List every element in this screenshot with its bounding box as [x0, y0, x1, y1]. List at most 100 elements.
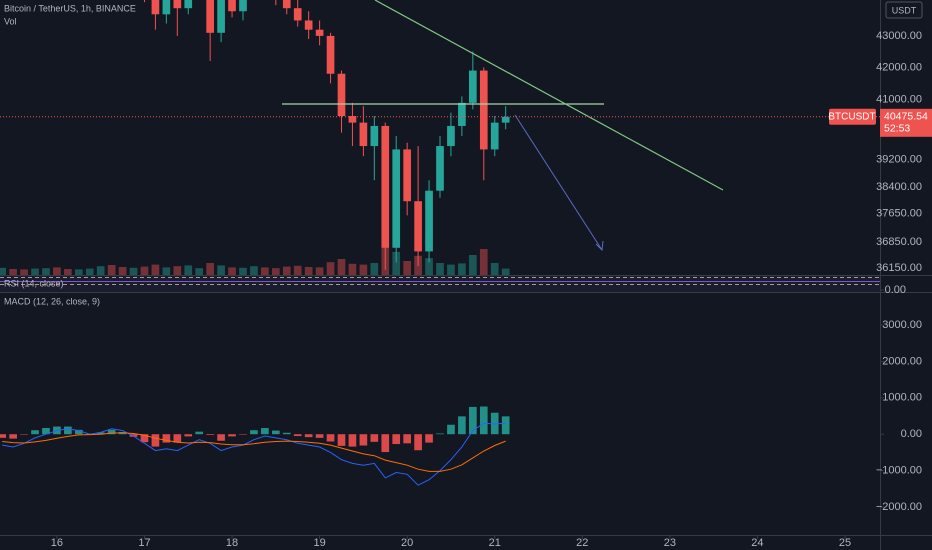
candle-body — [228, 0, 236, 12]
volume-bar — [403, 261, 411, 275]
volume-bar — [206, 263, 214, 275]
y-tick-label: 43000.00 — [876, 30, 922, 42]
volume-bar — [436, 263, 444, 275]
volume-bar — [348, 263, 357, 275]
y-tick-label: 38400.00 — [876, 181, 922, 193]
volume-bar — [315, 267, 324, 275]
macd-histogram-bar — [348, 434, 357, 447]
candle-body — [217, 0, 225, 33]
candle-body — [239, 0, 247, 12]
macd-y-tick-label: −2000.00 — [876, 501, 922, 513]
macd-histogram-bar — [151, 434, 160, 447]
volume-bar — [337, 259, 346, 275]
trend-line — [374, 0, 724, 191]
macd-histogram-bar — [9, 434, 17, 439]
candle-body — [315, 29, 324, 36]
axes: 16 17 18 19 20 21 22 23 24 25 36150.00 36850.00 3765… — [0, 30, 932, 549]
symbol-box — [829, 108, 876, 125]
macd-histogram-bar — [184, 434, 193, 437]
macd-histogram-bar — [304, 434, 313, 438]
currency: USDT — [892, 5, 917, 15]
volume-bar — [118, 267, 127, 275]
volume-bar — [359, 264, 368, 275]
volume-bar — [501, 268, 510, 275]
macd-histogram-bar — [74, 429, 83, 435]
volume-bar — [447, 264, 455, 275]
x-tick-label: 23 — [664, 537, 676, 549]
countdown: 52:53 — [884, 123, 910, 135]
macd-histogram-bar — [293, 434, 302, 437]
macd-histogram-bar — [359, 434, 368, 446]
macd-histogram-bar — [447, 424, 455, 435]
y-tick-label: 41000.00 — [876, 93, 922, 105]
volume-bar — [250, 266, 258, 275]
volume-bar — [9, 269, 17, 275]
volume-bar — [469, 255, 477, 275]
volume-bar — [140, 266, 149, 275]
volume-bar — [195, 268, 204, 275]
macd-histogram-bar — [96, 432, 105, 435]
volume-bar — [151, 264, 160, 275]
candle-body — [359, 122, 368, 147]
volume-bar — [96, 266, 105, 275]
macd-histogram-bar — [337, 434, 346, 446]
macd-histogram-bar — [239, 434, 247, 435]
chart-title: Bitcoin / TetherUS, 1h, BINANCE — [4, 3, 136, 13]
macd-histogram-bar — [370, 434, 379, 442]
volume-bar — [64, 269, 72, 275]
candle-body — [501, 116, 510, 123]
x-tick-label: 20 — [401, 537, 413, 549]
volume-bar — [173, 266, 182, 275]
macd-histogram-bar — [31, 430, 39, 435]
volume-bar — [370, 263, 379, 275]
macd-histogram-bar — [261, 428, 269, 435]
macd-histogram-bar — [414, 434, 422, 451]
volume-bar — [479, 249, 488, 275]
signal-line — [2, 432, 506, 472]
volume-label: Vol — [4, 16, 17, 26]
candle-body — [184, 0, 193, 9]
macd-histogram-bar — [64, 426, 72, 435]
candle-body — [173, 0, 182, 9]
macd-y-tick-label: −1000.00 — [876, 465, 922, 477]
currency-box — [885, 1, 923, 19]
price-box — [880, 108, 932, 137]
candle-body — [469, 70, 477, 103]
macd-histogram-bar — [195, 431, 204, 435]
candle-body — [425, 190, 433, 252]
macd-label: MACD (12, 26, close, 9) — [4, 296, 100, 306]
price-pane — [0, 0, 510, 275]
volume-bar — [20, 269, 28, 275]
y-tick-label: 39200.00 — [876, 154, 922, 166]
macd-y-tick-label: 0.00 — [901, 428, 922, 440]
volume-bar — [74, 269, 83, 275]
volume-bar — [107, 265, 116, 275]
x-tick-label: 22 — [576, 537, 588, 549]
candle-body — [304, 20, 313, 30]
volume-bar — [490, 263, 499, 275]
macd-histogram-bar — [469, 406, 477, 435]
candle-body — [403, 149, 411, 202]
x-tick-label: 24 — [751, 537, 763, 549]
volume-bar — [85, 268, 94, 275]
macd-histogram-bar — [107, 429, 116, 435]
volume-bar — [458, 263, 466, 275]
macd-y-tick-label: 1000.00 — [882, 392, 922, 404]
macd-histogram-bar — [381, 434, 390, 453]
arrow — [514, 114, 603, 251]
volume-bar — [261, 267, 269, 275]
volume-bar — [31, 268, 39, 275]
candle-body — [370, 125, 379, 147]
macd-histogram-bar — [490, 412, 499, 435]
x-tick-label: 19 — [313, 537, 325, 549]
candle-body — [282, 0, 291, 9]
volume-bar — [425, 258, 433, 275]
macd-histogram-bar — [42, 428, 50, 435]
macd-histogram-bar — [501, 416, 510, 435]
macd-histogram-bar — [271, 430, 280, 435]
x-tick-label: 17 — [138, 537, 150, 549]
volume-bar — [293, 265, 302, 275]
macd-histogram-bar — [162, 434, 171, 443]
macd-histogram-bar — [217, 434, 225, 441]
